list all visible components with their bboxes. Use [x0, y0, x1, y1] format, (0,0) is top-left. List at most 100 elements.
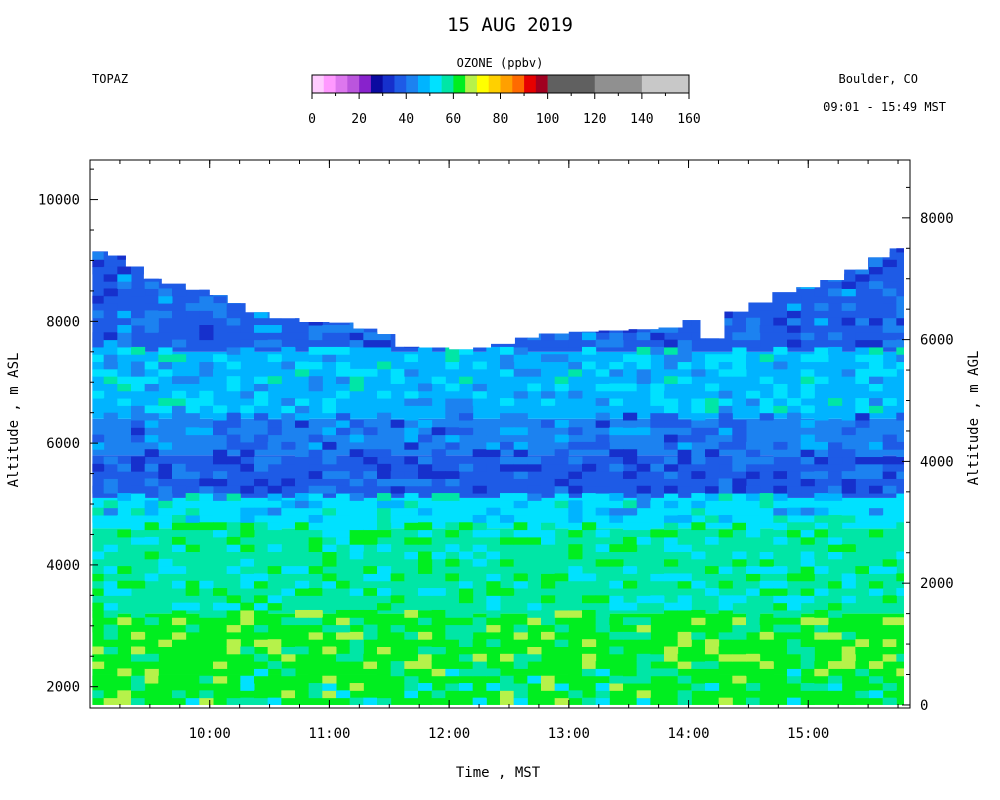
- heatmap-cell: [500, 368, 515, 377]
- heatmap-cell: [787, 376, 802, 384]
- heatmap-cell: [295, 419, 310, 428]
- heatmap-cell: [418, 288, 433, 297]
- heatmap-cell: [636, 595, 651, 604]
- heatmap-cell: [759, 405, 774, 414]
- heatmap-cell: [144, 449, 159, 458]
- heatmap-cell: [445, 339, 460, 348]
- heatmap-cell: [541, 419, 556, 428]
- heatmap-cell: [158, 514, 173, 523]
- heatmap-cell: [336, 346, 351, 355]
- heatmap-cell: [787, 325, 802, 333]
- heatmap-cell: [308, 624, 323, 633]
- heatmap-cell: [240, 383, 255, 392]
- heatmap-cell: [759, 588, 774, 596]
- heatmap-cell: [623, 237, 637, 245]
- heatmap-cell: [828, 522, 843, 531]
- heatmap-cell: [595, 529, 610, 538]
- heatmap-cell: [787, 339, 802, 348]
- heatmap-cell: [636, 303, 651, 311]
- heatmap-cell: [472, 514, 487, 523]
- heatmap-cell: [554, 653, 569, 662]
- heatmap-cell: [254, 617, 269, 626]
- heatmap-cell: [869, 383, 884, 392]
- heatmap-cell: [800, 624, 815, 633]
- heatmap-cell: [718, 317, 733, 326]
- heatmap-cell: [472, 668, 487, 677]
- heatmap-cell: [910, 405, 924, 413]
- heatmap-cell: [308, 434, 323, 443]
- heatmap-cell: [623, 522, 638, 531]
- heatmap-cell: [609, 588, 624, 596]
- heatmap-cell: [172, 485, 187, 494]
- heatmap-cell: [746, 332, 761, 341]
- heatmap-cell: [267, 529, 282, 538]
- heatmap-cell: [158, 346, 173, 355]
- heatmap-cell: [691, 675, 706, 684]
- heatmap-cell: [92, 339, 105, 348]
- heatmap-cell: [828, 493, 843, 501]
- heatmap-cell: [459, 339, 474, 348]
- heatmap-cell: [103, 376, 118, 384]
- heatmap-cell: [609, 551, 624, 560]
- heatmap-cell: [855, 317, 870, 326]
- heatmap-cell: [896, 310, 905, 319]
- heatmap-cell: [828, 295, 843, 304]
- heatmap-cell: [404, 325, 419, 333]
- heatmap-cell: [595, 383, 610, 392]
- heatmap-cell: [377, 595, 392, 604]
- heatmap-cell: [322, 551, 337, 560]
- heatmap-cell: [500, 500, 515, 509]
- heatmap-cell: [623, 617, 638, 626]
- heatmap-cell: [910, 471, 924, 479]
- heatmap-cell: [855, 434, 870, 443]
- heatmap-cell: [226, 259, 241, 268]
- heatmap-cell: [732, 595, 747, 604]
- heatmap-cell: [322, 405, 337, 414]
- heatmap-cell: [131, 558, 146, 567]
- heatmap-cell: [759, 646, 774, 655]
- heatmap-cell: [664, 419, 679, 428]
- heatmap-cell: [623, 266, 638, 275]
- heatmap-cell: [185, 383, 200, 392]
- heatmap-cell: [882, 471, 897, 479]
- heatmap-cell: [254, 595, 269, 604]
- heatmap-cell: [882, 339, 897, 348]
- colorbar-segment: [547, 75, 596, 93]
- heatmap-cell: [732, 419, 747, 428]
- heatmap-cell: [459, 412, 474, 421]
- heatmap-cell: [568, 602, 583, 611]
- heatmap-cell: [295, 646, 310, 655]
- heatmap-cell: [172, 441, 187, 450]
- heatmap-cell: [800, 456, 815, 465]
- heatmap-cell: [800, 646, 815, 655]
- heatmap-cell: [459, 463, 474, 472]
- heatmap-cell: [472, 624, 487, 633]
- time-range-label: 09:01 - 15:49 MST: [823, 100, 946, 114]
- heatmap-cell: [664, 536, 679, 545]
- heatmap-cell: [117, 251, 132, 260]
- heatmap-cell: [513, 288, 528, 297]
- heatmap-cell: [103, 697, 118, 705]
- heatmap-cell: [787, 602, 802, 611]
- heatmap-cell: [322, 248, 337, 253]
- heatmap-cell: [677, 514, 692, 523]
- heatmap-cell: [431, 368, 446, 377]
- heatmap-cell: [623, 259, 638, 268]
- heatmap-cell: [254, 602, 269, 611]
- heatmap-cell: [869, 376, 884, 384]
- heatmap-cell: [746, 456, 761, 465]
- heatmap-cell: [773, 485, 788, 494]
- heatmap-cell: [691, 631, 706, 640]
- heatmap-cell: [336, 697, 351, 705]
- heatmap-cell: [103, 580, 118, 589]
- heatmap-cell: [650, 332, 665, 341]
- heatmap-cell: [595, 339, 610, 348]
- heatmap-cell: [718, 248, 733, 253]
- heatmap-cell: [459, 405, 474, 414]
- heatmap-cell: [213, 427, 228, 436]
- heatmap-cell: [144, 690, 159, 699]
- heatmap-cell: [609, 500, 624, 509]
- heatmap-cell: [582, 346, 597, 355]
- heatmap-cell: [814, 303, 829, 311]
- heatmap-cell: [718, 602, 733, 611]
